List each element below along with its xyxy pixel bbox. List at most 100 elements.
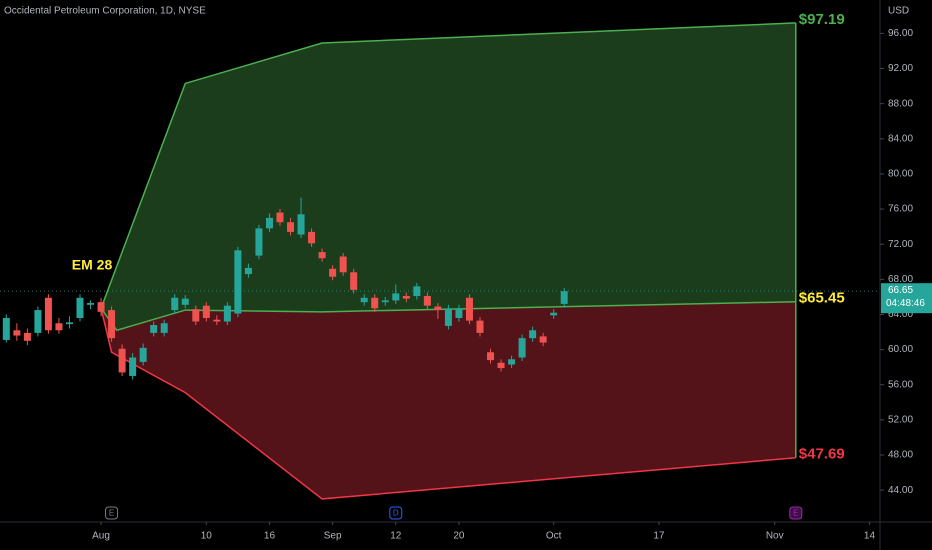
band-label: $47.69 (799, 446, 845, 463)
y-tick-label: 84.00 (888, 133, 913, 144)
candle-body (402, 296, 410, 299)
chart-title: Occidental Petroleum Corporation, 1D, NY… (4, 6, 206, 17)
y-tick-label: 80.00 (888, 169, 913, 180)
band-label: $97.19 (799, 11, 845, 28)
candle-body (550, 312, 558, 316)
band-label: $65.45 (799, 290, 845, 307)
candle-body (34, 310, 42, 333)
candle-body (181, 298, 189, 305)
y-tick-label: 56.00 (888, 379, 913, 390)
x-tick-label: Sep (324, 531, 342, 542)
y-tick-label: 64.00 (888, 309, 913, 320)
candle-body (434, 306, 442, 311)
candle-body (476, 320, 484, 333)
candle-body (139, 347, 147, 362)
event-label: D (393, 509, 399, 518)
candle-body (339, 256, 347, 273)
candle-body (202, 305, 210, 318)
candle-body (381, 300, 389, 303)
candle-body (192, 309, 200, 322)
last-price: 66.65 (888, 285, 913, 296)
lower-line (100, 308, 796, 500)
x-tick-label: 10 (201, 531, 213, 542)
candle-body (2, 317, 10, 340)
event-label: E (109, 509, 114, 518)
y-tick-label: 88.00 (888, 98, 913, 109)
candle-body (76, 297, 84, 318)
y-tick-label: 96.00 (888, 28, 913, 39)
y-tick-label: 52.00 (888, 415, 913, 426)
candle-body (265, 217, 273, 229)
candle-body (223, 305, 231, 322)
candle-body (529, 330, 537, 339)
candle-body (508, 359, 516, 365)
candle-body (44, 297, 52, 331)
candle-body (55, 323, 63, 331)
upper-band-fill (101, 22, 796, 331)
x-tick-label: 16 (264, 531, 276, 542)
candle-body (297, 214, 305, 235)
plot-area (0, 22, 880, 500)
candle-body (518, 338, 526, 358)
candle-body (392, 293, 400, 301)
x-tick-label: 20 (453, 531, 465, 542)
candle-body (287, 222, 295, 232)
candle-body (465, 297, 473, 321)
candle-body (234, 250, 242, 314)
x-tick-label: 14 (864, 531, 876, 542)
candle-body (13, 330, 21, 336)
candle-body (487, 352, 495, 361)
x-tick-label: Oct (546, 531, 562, 542)
candle-body (213, 319, 221, 322)
candle-body (23, 332, 31, 341)
event-label: E (793, 509, 798, 518)
candle-body (276, 212, 284, 223)
candle-body (308, 231, 316, 244)
candle-body (118, 348, 126, 373)
candle-body (539, 336, 547, 343)
candle-body (413, 286, 421, 297)
candle-body (129, 357, 137, 376)
candle-body (560, 291, 568, 304)
candle-body (150, 325, 158, 333)
x-tick-label: 12 (390, 531, 402, 542)
candle-body (350, 272, 358, 290)
x-tick-label: 17 (653, 531, 665, 542)
annotation: EM 28 (72, 257, 113, 273)
event-marker (789, 506, 803, 520)
x-tick-label: Aug (92, 531, 110, 542)
lower-band-fill (101, 301, 796, 499)
candle-body (255, 228, 263, 256)
y-tick-label: 76.00 (888, 204, 913, 215)
y-tick-label: 60.00 (888, 344, 913, 355)
candle-body (423, 296, 431, 306)
candle-body (360, 297, 368, 303)
candle-body (87, 303, 95, 305)
currency: USD (888, 6, 909, 17)
candle-body (318, 252, 326, 259)
countdown: 04:48:46 (886, 298, 925, 309)
x-tick-label: Nov (766, 531, 784, 542)
y-tick-label: 92.00 (888, 63, 913, 74)
candle-body (497, 362, 505, 369)
event-marker (389, 506, 403, 520)
candle-body (371, 297, 379, 309)
last-price-box (881, 283, 932, 314)
event-marker (105, 506, 119, 520)
y-tick-label: 44.00 (888, 485, 913, 496)
candle-body (244, 267, 252, 275)
candle-body (65, 322, 73, 325)
candle-body (455, 308, 463, 318)
y-tick-label: 48.00 (888, 450, 913, 461)
y-tick-label: 72.00 (888, 239, 913, 250)
upper-line (100, 22, 796, 309)
candle-body (329, 268, 337, 277)
candle-body (160, 323, 168, 333)
candle-body (108, 310, 116, 339)
candle-body (171, 297, 179, 311)
candle-body (97, 302, 105, 312)
candle-body (444, 308, 452, 326)
y-tick-label: 68.00 (888, 274, 913, 285)
